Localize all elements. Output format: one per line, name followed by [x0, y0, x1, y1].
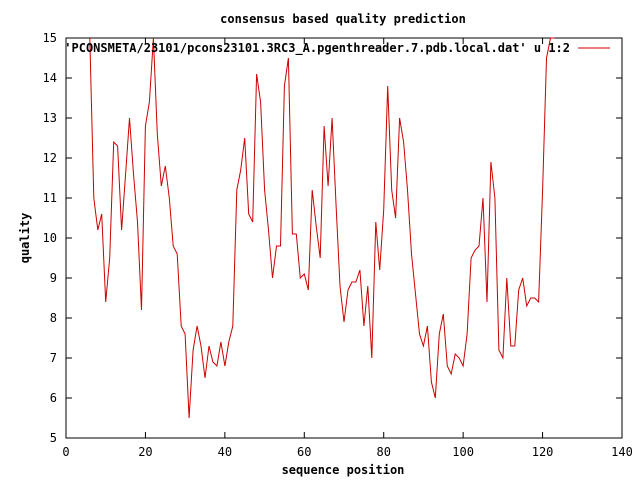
y-axis-label: quality — [18, 213, 32, 264]
chart-title: consensus based quality prediction — [220, 12, 466, 26]
y-tick-label: 15 — [43, 31, 57, 45]
y-tick-label: 12 — [43, 151, 57, 165]
series-line-0 — [89, 37, 555, 419]
x-tick-label: 20 — [138, 445, 152, 459]
y-tick-label: 6 — [50, 391, 57, 405]
x-tick-label: 120 — [532, 445, 554, 459]
legend-entry-label: 'PCONSMETA/23101/pcons23101.3RC3_A.pgent… — [64, 41, 570, 56]
y-tick-label: 8 — [50, 311, 57, 325]
x-axis-label: sequence position — [282, 463, 405, 477]
y-tick-label: 14 — [43, 71, 57, 85]
x-tick-label: 100 — [452, 445, 474, 459]
y-tick-label: 13 — [43, 111, 57, 125]
x-tick-label: 80 — [376, 445, 390, 459]
x-tick-label: 40 — [218, 445, 232, 459]
series-layer — [89, 37, 555, 419]
y-tick-label: 9 — [50, 271, 57, 285]
legend: 'PCONSMETA/23101/pcons23101.3RC3_A.pgent… — [64, 41, 610, 56]
x-tick-label: 140 — [611, 445, 633, 459]
y-axis-ticks: 5 6 7 8 9 10 11 12 13 14 15 — [43, 31, 622, 445]
y-tick-label: 5 — [50, 431, 57, 445]
y-tick-label: 11 — [43, 191, 57, 205]
x-tick-label: 60 — [297, 445, 311, 459]
y-tick-label: 10 — [43, 231, 57, 245]
x-axis-ticks: 0 20 40 60 80 100 120 140 — [62, 38, 633, 459]
x-tick-label: 0 — [62, 445, 69, 459]
y-tick-label: 7 — [50, 351, 57, 365]
